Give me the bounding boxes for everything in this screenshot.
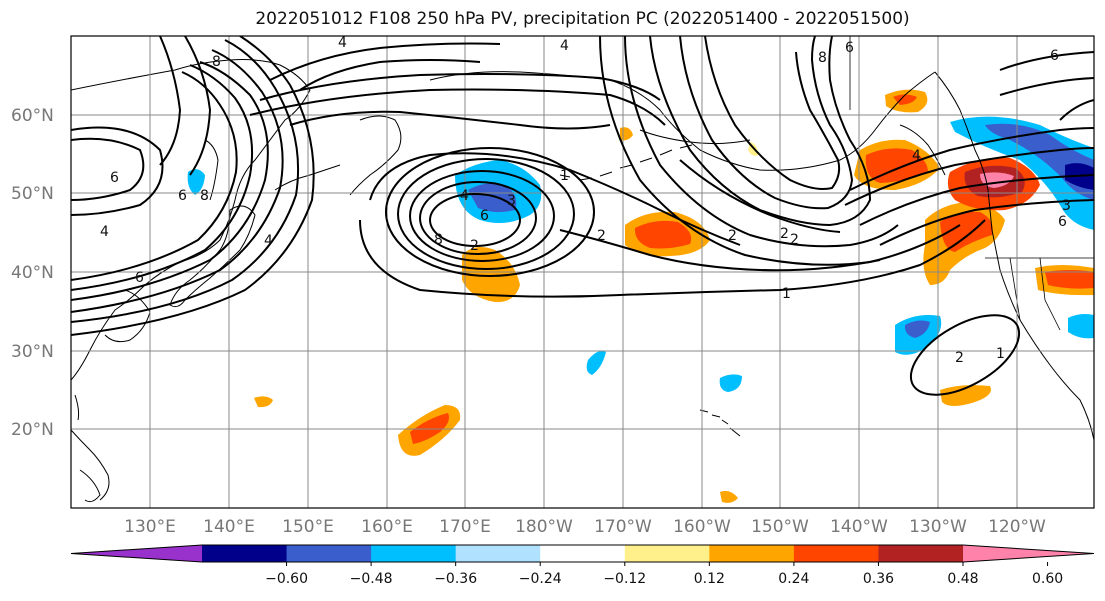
colorbar-extend-low: [71, 545, 202, 562]
colorbar-outline: [70, 544, 1095, 563]
contour-label: 2: [470, 238, 479, 254]
contour-label: 2: [955, 350, 964, 366]
contour-label: 8: [818, 50, 827, 66]
colorbar-segment: [286, 545, 372, 562]
contour-label: 1: [996, 346, 1005, 362]
lon-label: 170°E: [439, 517, 491, 537]
contour-label: 4: [912, 148, 921, 164]
gridlines: [71, 36, 1094, 508]
colorbar-segment: [709, 545, 795, 562]
colorbar-segment: [540, 545, 626, 562]
colorbar-tick-label: 0.36: [863, 571, 894, 587]
contour-label: 6: [1050, 48, 1059, 64]
contour-label: 8: [212, 54, 221, 70]
contour-label: 4: [560, 38, 569, 54]
colorbar-tick-label: −0.24: [519, 571, 562, 587]
colorbar-segment: [371, 545, 457, 562]
lon-label: 150°W: [751, 517, 809, 537]
colorbar-extend-high: [963, 545, 1094, 562]
pv-contours: [71, 36, 1094, 396]
contour-label: 6: [480, 208, 489, 224]
colorbar: −0.60 −0.48 −0.36 −0.24 −0.12 0.12 0.24 0.36 0.4…: [70, 544, 1095, 587]
contour-label: 6: [845, 40, 854, 56]
lat-label: 20°N: [11, 420, 54, 440]
colorbar-tick-label: 0.24: [778, 571, 809, 587]
lon-label: 120°W: [988, 517, 1046, 537]
colorbar-segment: [624, 545, 710, 562]
contour-label: 8: [200, 188, 209, 204]
lat-label: 50°N: [11, 184, 54, 204]
contour-label: 6: [1058, 214, 1067, 230]
colorbar-tick-label: −0.60: [265, 571, 308, 587]
colorbar-segment: [878, 545, 964, 562]
colorbar-tick-label: −0.36: [434, 571, 477, 587]
contour-label: 1: [560, 168, 569, 184]
contour-label: 3: [1062, 198, 1071, 214]
lon-label: 130°W: [909, 517, 967, 537]
lon-label: 150°E: [282, 517, 334, 537]
contour-label: 2: [597, 228, 606, 244]
lat-label: 40°N: [11, 263, 54, 283]
contour-label: 6: [135, 270, 144, 286]
contour-label: 2: [790, 232, 799, 248]
lon-label: 160°E: [361, 517, 413, 537]
lon-label: 160°W: [673, 517, 731, 537]
lon-label: 170°W: [594, 517, 652, 537]
lon-label: 140°W: [830, 517, 888, 537]
colorbar-tick-label: −0.48: [350, 571, 393, 587]
contour-label: 3: [507, 193, 516, 209]
colorbar-segment: [202, 545, 288, 562]
colorbar-tick-label: 0.60: [1032, 571, 1063, 587]
contour-label: 1: [782, 286, 791, 302]
colorbar-segment: [455, 545, 541, 562]
contour-label: 4: [264, 233, 273, 249]
colorbar-tick-label: 0.12: [694, 571, 725, 587]
contour-label: 4: [338, 35, 347, 51]
map-title: 2022051012 F108 250 hPa PV, precipitatio…: [255, 9, 910, 29]
colorbar-segment: [793, 545, 879, 562]
lat-label: 60°N: [11, 106, 54, 126]
colorbar-tick-label: 0.48: [947, 571, 978, 587]
contour-label: 6: [178, 188, 187, 204]
lon-label: 180°W: [515, 517, 573, 537]
coastlines: [71, 36, 1094, 503]
latitude-labels: 60°N 50°N 40°N 30°N 20°N: [11, 106, 54, 440]
lat-label: 30°N: [11, 342, 54, 362]
colorbar-tick-label: −0.12: [603, 571, 646, 587]
contour-label: 2: [728, 228, 737, 244]
contour-labels: 4 4 6 8 6 8 4 6 4 8 6 4 3 2 2 1 2 2 1 6 …: [100, 35, 1071, 366]
lon-label: 130°E: [124, 517, 176, 537]
lon-label: 140°E: [203, 517, 255, 537]
map-frame: [70, 35, 1095, 509]
contour-label: 2: [780, 226, 789, 242]
longitude-labels: 130°E 140°E 150°E 160°E 170°E 180°W 170°…: [124, 517, 1046, 537]
contour-label: 4: [460, 188, 469, 204]
contour-label: 4: [100, 224, 109, 240]
contour-label: 6: [110, 170, 119, 186]
contour-label: 8: [434, 232, 443, 248]
